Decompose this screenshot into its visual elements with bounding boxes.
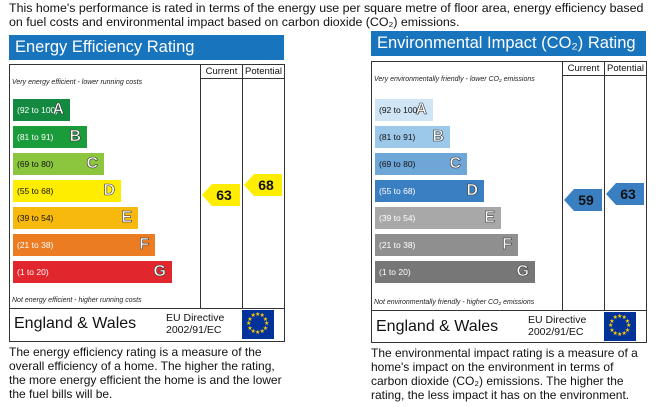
rating-band-e: (39 to 54) E (375, 207, 501, 229)
eu-flag-icon: ★ ★ ★ ★ ★ ★ ★ ★ ★ ★ ★ ★ (242, 310, 274, 339)
rating-band-range: (1 to 20) (379, 267, 411, 277)
eu-flag-star-icon: ★ (621, 315, 627, 322)
eu-flag-star-icon: ★ (264, 321, 270, 327)
eu-flag-star-icon: ★ (608, 323, 614, 329)
rating-band-a: (92 to 100) A (375, 99, 433, 121)
rating-band-range: (81 to 91) (379, 132, 416, 142)
eu-flag-star-icon: ★ (259, 328, 265, 335)
energy-region: England & Wales (14, 315, 137, 332)
rating-band-range: (55 to 68) (17, 186, 54, 196)
rating-band-letter: G (153, 263, 166, 281)
energy-current-rating: 63 (202, 184, 240, 206)
rating-band-b: (81 to 91) B (375, 126, 450, 148)
energy-directive-label: EU Directive (166, 312, 225, 324)
environment-current-rating: 59 (564, 189, 602, 211)
rating-band-range: (1 to 20) (17, 267, 49, 277)
eu-flag-star-icon: ★ (621, 330, 627, 337)
environment-rating-chart: Current Potential Very environmentally f… (371, 61, 647, 343)
eu-flag-star-icon: ★ (247, 316, 253, 323)
eu-flag-star-icon: ★ (617, 332, 623, 338)
rating-band-d: (55 to 68) D (13, 180, 121, 202)
eu-flag-star-icon: ★ (624, 327, 631, 334)
energy-potential-header: Potential (242, 65, 284, 79)
energy-eu-directive: EU Directive 2002/91/EC (166, 312, 224, 336)
eu-flag-star-icon: ★ (262, 325, 269, 332)
environment-directive-code: 2002/91/EC (528, 326, 584, 338)
rating-band-range: (39 to 54) (17, 213, 54, 223)
environment-potential-header: Potential (604, 62, 646, 76)
rating-band-f: (21 to 38) F (375, 234, 518, 256)
rating-band-letter: G (516, 263, 529, 281)
rating-band-c: (69 to 80) C (375, 153, 467, 175)
environment-directive-label: EU Directive (528, 314, 587, 326)
energy-current-header: Current (200, 65, 242, 79)
rating-band-range: (21 to 38) (17, 240, 54, 250)
rating-band-c: (69 to 80) C (13, 153, 104, 175)
rating-band-range: (92 to 100) (379, 105, 421, 115)
eu-flag-star-icon: ★ (259, 313, 265, 320)
eu-flag-star-icon: ★ (250, 328, 256, 335)
environment-region: England & Wales (376, 318, 499, 335)
environment-rating-title: Environmental Impact (CO₂) Rating (371, 31, 646, 56)
rating-band-g: (1 to 20) G (375, 261, 535, 283)
rating-band-letter: F (502, 236, 512, 254)
environment-bottom-note: Not environmentally friendly - higher CO… (374, 299, 535, 306)
environment-top-note: Very environmentally friendly - lower CO… (374, 76, 535, 83)
rating-band-letter: E (484, 209, 495, 227)
eu-flag-star-icon: ★ (262, 316, 269, 323)
rating-band-letter: C (449, 155, 461, 173)
rating-band-range: (39 to 54) (379, 213, 416, 223)
eu-flag-star-icon: ★ (246, 321, 252, 327)
rating-band-f: (21 to 38) F (13, 234, 155, 256)
eu-flag-star-icon: ★ (250, 313, 256, 320)
environment-current-header: Current (562, 62, 604, 76)
eu-flag-star-icon: ★ (624, 318, 631, 325)
intro-text: This home's performance is rated in term… (9, 1, 644, 29)
rating-band-letter: A (415, 101, 427, 119)
rating-band-letter: E (121, 209, 132, 227)
rating-band-letter: B (432, 128, 444, 146)
environment-potential-rating: 63 (606, 183, 644, 205)
rating-band-letter: D (103, 182, 115, 200)
eu-flag-star-icon: ★ (612, 330, 618, 337)
rating-band-range: (69 to 80) (379, 159, 416, 169)
rating-band-letter: D (466, 182, 478, 200)
eu-flag-star-icon: ★ (626, 323, 632, 329)
rating-band-letter: F (139, 236, 149, 254)
energy-top-note: Very energy efficient - lower running co… (12, 79, 143, 86)
environment-eu-directive: EU Directive 2002/91/EC (528, 314, 586, 338)
rating-band-letter: C (86, 155, 98, 173)
rating-band-b: (81 to 91) B (13, 126, 87, 148)
eu-flag-star-icon: ★ (255, 330, 261, 336)
rating-band-a: (92 to 100) A (13, 99, 70, 121)
rating-band-range: (21 to 38) (379, 240, 416, 250)
environment-description: The environmental impact rating is a mea… (371, 346, 638, 402)
rating-band-range: (81 to 91) (17, 132, 54, 142)
rating-band-range: (55 to 68) (379, 186, 416, 196)
rating-band-letter: A (52, 101, 64, 119)
rating-band-range: (69 to 80) (17, 159, 54, 169)
eu-flag-star-icon: ★ (255, 312, 261, 318)
energy-rating-chart: Current Potential Very energy efficient … (9, 64, 285, 342)
eu-flag-icon: ★ ★ ★ ★ ★ ★ ★ ★ ★ ★ ★ ★ (604, 312, 636, 341)
eu-flag-star-icon: ★ (609, 318, 615, 325)
energy-bottom-note: Not energy efficient - higher running co… (12, 297, 142, 304)
energy-directive-code: 2002/91/EC (166, 324, 222, 336)
rating-band-letter: B (69, 128, 81, 146)
eu-flag-star-icon: ★ (247, 325, 253, 332)
energy-potential-rating: 68 (244, 174, 282, 196)
rating-band-d: (55 to 68) D (375, 180, 484, 202)
energy-rating-title: Energy Efficiency Rating (9, 35, 284, 60)
rating-band-range: (92 to 100) (17, 105, 59, 115)
eu-flag-star-icon: ★ (617, 314, 623, 320)
rating-band-g: (1 to 20) G (13, 261, 172, 283)
eu-flag-star-icon: ★ (612, 315, 618, 322)
eu-flag-star-icon: ★ (609, 327, 615, 334)
energy-description: The energy efficiency rating is a measur… (9, 345, 282, 401)
rating-band-e: (39 to 54) E (13, 207, 138, 229)
